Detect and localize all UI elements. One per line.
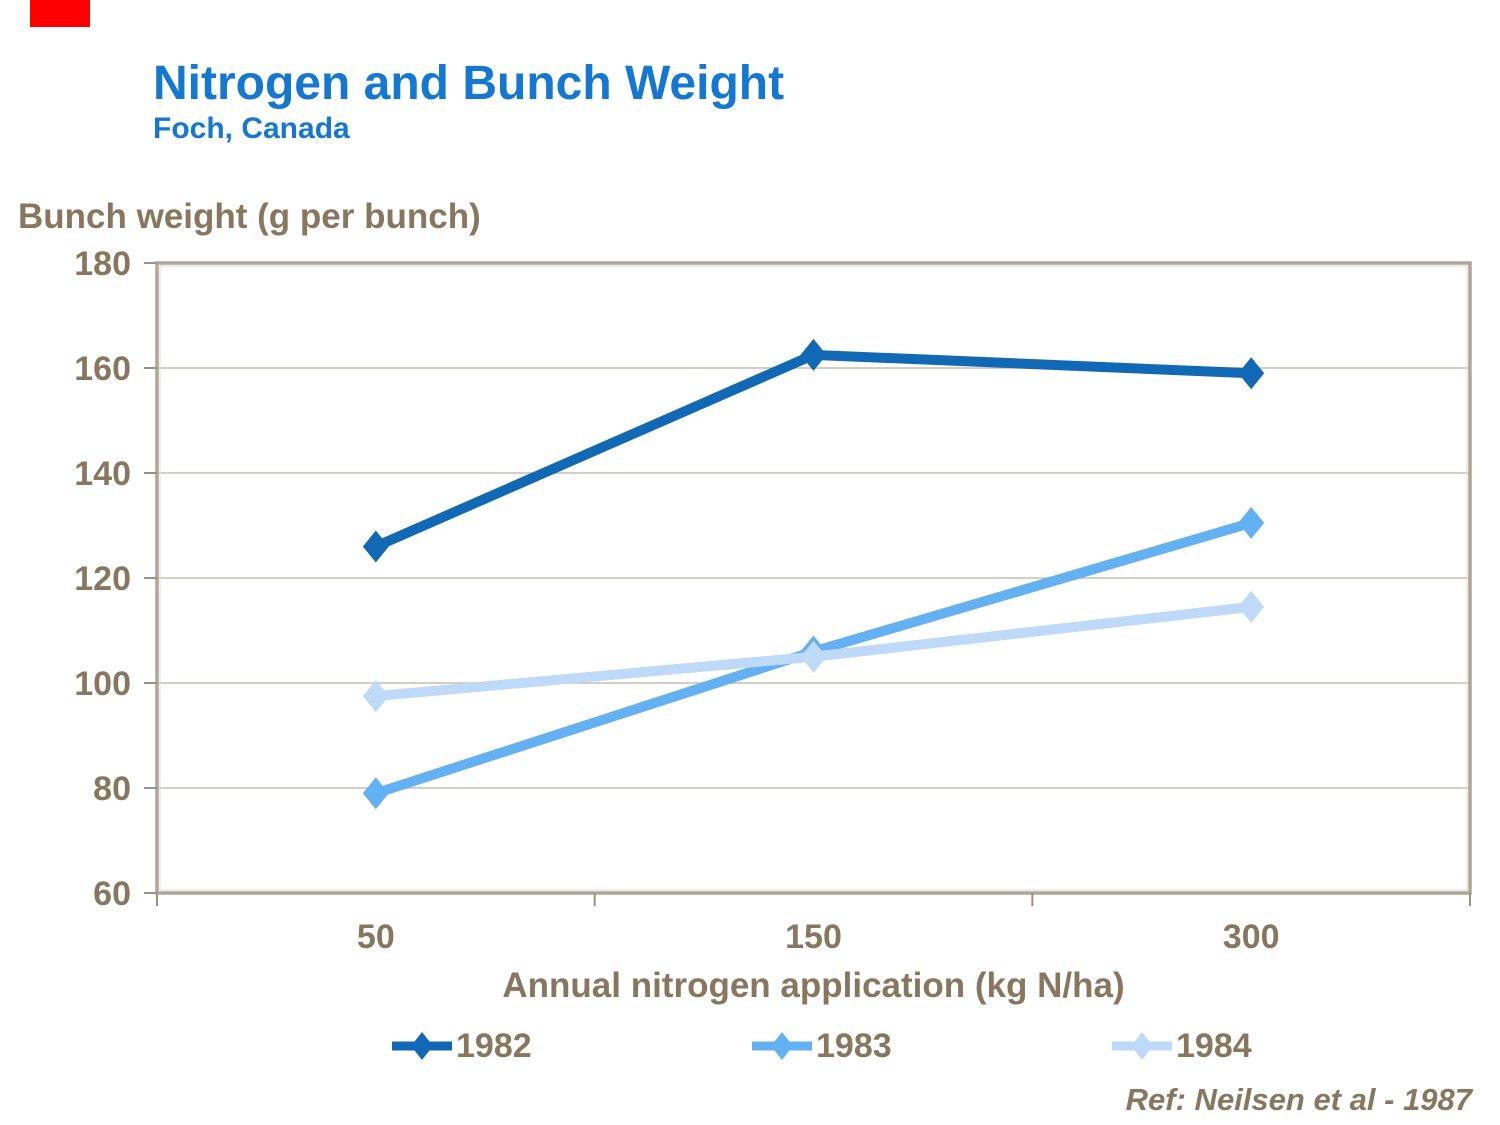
y-axis-title: Bunch weight (g per bunch) bbox=[18, 197, 481, 236]
reference-text: Ref: Neilsen et al - 1987 bbox=[1125, 1082, 1472, 1117]
legend-marker-1982 bbox=[392, 1032, 452, 1060]
y-tick-label: 180 bbox=[74, 245, 131, 283]
x-axis-title: Annual nitrogen application (kg N/ha) bbox=[502, 966, 1125, 1005]
data-point-marker-1984 bbox=[362, 680, 389, 713]
data-point-marker-1983 bbox=[362, 777, 389, 810]
chart-legend: 1982 1983 1984 bbox=[0, 1024, 1500, 1068]
y-tick-label: 140 bbox=[74, 455, 131, 493]
x-tick-label: 150 bbox=[785, 918, 842, 956]
x-tick-label: 300 bbox=[1223, 918, 1280, 956]
legend-label: 1982 bbox=[456, 1027, 532, 1065]
legend-label: 1983 bbox=[816, 1027, 892, 1065]
y-tick-label: 160 bbox=[74, 350, 131, 388]
plot-frame-highlight bbox=[159, 265, 1468, 891]
data-point-marker-1984 bbox=[1238, 590, 1265, 623]
legend-marker-1983 bbox=[752, 1032, 812, 1060]
legend-entry-1984: 1984 bbox=[1110, 1024, 1252, 1068]
data-point-marker-1982 bbox=[1238, 357, 1265, 390]
red-accent-bar bbox=[30, 0, 90, 27]
chart-title: Nitrogen and Bunch Weight bbox=[153, 57, 785, 110]
legend-label: 1984 bbox=[1176, 1027, 1252, 1065]
data-point-marker-1982 bbox=[362, 530, 389, 563]
legend-entry-1983: 1983 bbox=[750, 1024, 892, 1068]
data-point-marker-1983 bbox=[1238, 506, 1265, 539]
y-tick-label: 60 bbox=[93, 875, 131, 913]
legend-marker-1984 bbox=[1112, 1032, 1172, 1060]
data-point-marker-1984 bbox=[800, 640, 827, 673]
y-tick-label: 100 bbox=[74, 665, 131, 703]
x-tick-label: 50 bbox=[357, 918, 395, 956]
data-point-marker-1982 bbox=[800, 338, 827, 371]
chart-subtitle: Foch, Canada bbox=[153, 112, 350, 145]
y-tick-label: 80 bbox=[93, 770, 131, 808]
series-line-1982 bbox=[373, 349, 1252, 552]
y-tick-label: 120 bbox=[74, 560, 131, 598]
legend-entry-1982: 1982 bbox=[390, 1024, 532, 1068]
